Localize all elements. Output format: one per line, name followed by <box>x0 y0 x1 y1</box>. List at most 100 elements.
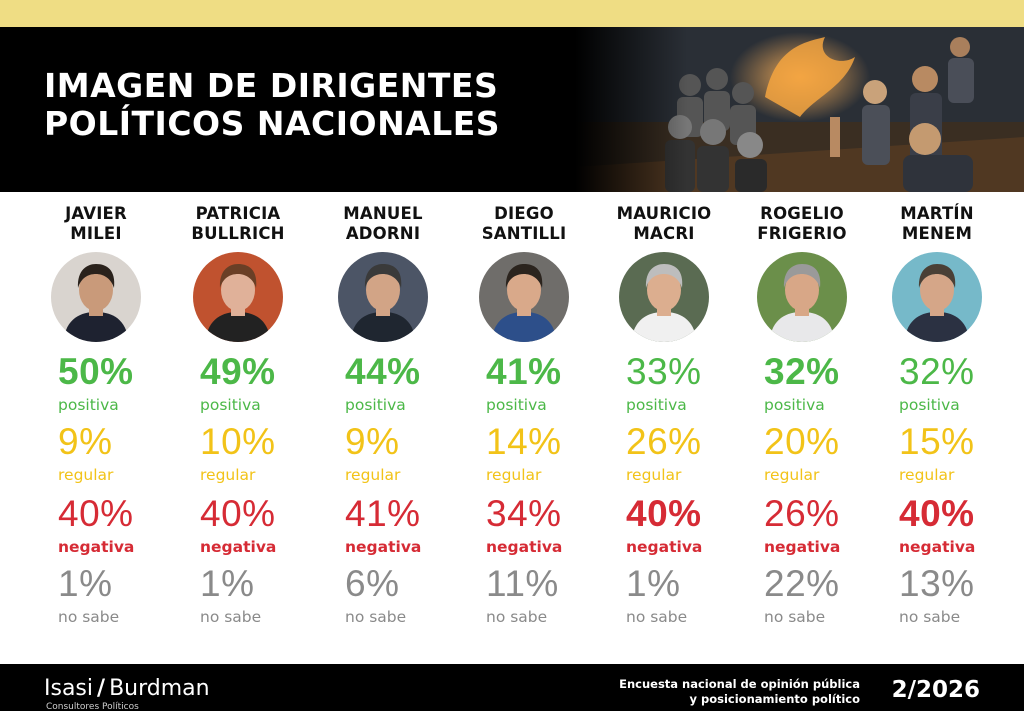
leader-name: PATRICIA BULLRICH <box>191 204 285 243</box>
banner-illustration <box>575 27 1024 192</box>
header-banner: IMAGEN DE DIRIGENTES POLÍTICOS NACIONALE… <box>0 27 1024 192</box>
metric-label: no sabe <box>200 608 262 626</box>
metric-value: 49% <box>200 351 276 392</box>
metric-label: no sabe <box>345 608 407 626</box>
metric-value: 41% <box>486 351 562 392</box>
metric-label: positiva <box>899 396 960 414</box>
metric-no-sabe: 1% no sabe <box>167 564 309 627</box>
metric-value: 1% <box>626 563 681 604</box>
metric-no-sabe: 6% no sabe <box>312 564 454 627</box>
metric-regular: 9% regular <box>25 422 167 485</box>
metric-label: no sabe <box>764 608 826 626</box>
metric-value: 44% <box>345 351 421 392</box>
leader-column: DIEGO SANTILLI 41% positiva 14% regular 34% ne… <box>453 192 595 664</box>
metric-value: 41% <box>345 493 421 534</box>
leader-column: PATRICIA BULLRICH 49% positiva 10% regular 40… <box>167 192 309 664</box>
metric-label: no sabe <box>899 608 961 626</box>
metric-no-sabe: 22% no sabe <box>731 564 873 627</box>
metric-regular: 20% regular <box>731 422 873 485</box>
brand-name-left: Isasi <box>44 676 94 701</box>
leader-avatar <box>619 252 709 342</box>
metric-value: 1% <box>200 563 255 604</box>
metric-negativa: 40% negativa <box>593 494 735 557</box>
metric-label: regular <box>58 466 114 484</box>
metric-negativa: 34% negativa <box>453 494 595 557</box>
metric-negativa: 40% negativa <box>25 494 167 557</box>
metric-label: negativa <box>764 538 841 556</box>
leader-name: ROGELIO FRIGERIO <box>757 204 847 243</box>
metric-negativa: 40% negativa <box>167 494 309 557</box>
footer-bar: Isasi / Burdman Consultores Políticos Encu… <box>0 664 1024 711</box>
metric-label: negativa <box>899 538 976 556</box>
leader-name: MAURICIO MACRI <box>616 204 712 243</box>
metric-value: 10% <box>200 421 276 462</box>
metric-label: positiva <box>58 396 119 414</box>
leader-column: JAVIER MILEI 50% positiva 9% regular 40% negat… <box>25 192 167 664</box>
metric-label: no sabe <box>486 608 548 626</box>
metric-positiva: 44% positiva <box>312 352 454 415</box>
metric-no-sabe: 1% no sabe <box>25 564 167 627</box>
metric-value: 13% <box>899 563 975 604</box>
leader-column: MAURICIO MACRI 33% positiva 26% regular 40% ne… <box>593 192 735 664</box>
metric-label: negativa <box>200 538 277 556</box>
title-line-2: POLÍTICOS NACIONALES <box>44 104 501 143</box>
brand-subtitle: Consultores Políticos <box>46 702 139 711</box>
metric-label: negativa <box>626 538 703 556</box>
survey-line-1: Encuesta nacional de opinión pública <box>619 677 860 691</box>
top-accent-bar <box>0 0 1024 27</box>
leader-name: DIEGO SANTILLI <box>481 204 567 243</box>
metric-label: negativa <box>58 538 135 556</box>
metric-value: 32% <box>764 351 840 392</box>
leader-avatar <box>338 252 428 342</box>
leader-column: ROGELIO FRIGERIO 32% positiva 20% regular 26%… <box>731 192 873 664</box>
survey-line-2: y posicionamiento político <box>689 692 860 706</box>
leader-avatar <box>193 252 283 342</box>
metric-positiva: 33% positiva <box>593 352 735 415</box>
metric-value: 40% <box>200 493 276 534</box>
metric-label: negativa <box>486 538 563 556</box>
metric-negativa: 40% negativa <box>866 494 1008 557</box>
metric-negativa: 41% negativa <box>312 494 454 557</box>
metric-regular: 26% regular <box>593 422 735 485</box>
metric-regular: 15% regular <box>866 422 1008 485</box>
metric-label: regular <box>626 466 682 484</box>
metric-value: 22% <box>764 563 840 604</box>
leader-avatar <box>892 252 982 342</box>
brand-logo: Isasi / Burdman <box>44 676 210 702</box>
leader-avatar <box>479 252 569 342</box>
metric-positiva: 50% positiva <box>25 352 167 415</box>
metric-value: 11% <box>486 563 559 604</box>
metric-label: positiva <box>764 396 825 414</box>
leader-column: MARTÍN MENEM 32% positiva 15% regular 40% nega… <box>866 192 1008 664</box>
metric-label: regular <box>200 466 256 484</box>
metric-value: 6% <box>345 563 400 604</box>
metric-label: positiva <box>200 396 261 414</box>
metric-value: 34% <box>486 493 562 534</box>
metric-regular: 10% regular <box>167 422 309 485</box>
metric-value: 1% <box>58 563 113 604</box>
survey-date: 2/2026 <box>891 677 980 703</box>
metric-label: no sabe <box>626 608 688 626</box>
leader-name: JAVIER MILEI <box>65 204 127 243</box>
metric-label: positiva <box>626 396 687 414</box>
metric-no-sabe: 13% no sabe <box>866 564 1008 627</box>
metric-value: 9% <box>58 421 113 462</box>
leader-column: MANUEL ADORNI 44% positiva 9% regular 41% nega… <box>312 192 454 664</box>
metric-label: no sabe <box>58 608 120 626</box>
metric-label: regular <box>764 466 820 484</box>
metric-value: 50% <box>58 351 134 392</box>
metric-value: 33% <box>626 351 702 392</box>
metric-regular: 9% regular <box>312 422 454 485</box>
metric-value: 20% <box>764 421 840 462</box>
metric-value: 40% <box>58 493 134 534</box>
leaders-chart: JAVIER MILEI 50% positiva 9% regular 40% negat… <box>0 192 1024 664</box>
metric-positiva: 49% positiva <box>167 352 309 415</box>
survey-caption: Encuesta nacional de opinión pública y p… <box>619 677 860 707</box>
leader-name: MARTÍN MENEM <box>900 204 974 243</box>
metric-value: 26% <box>764 493 840 534</box>
metric-value: 14% <box>486 421 562 462</box>
brand-separator: / <box>97 676 106 701</box>
metric-value: 40% <box>899 493 975 534</box>
metric-no-sabe: 1% no sabe <box>593 564 735 627</box>
metric-label: negativa <box>345 538 422 556</box>
